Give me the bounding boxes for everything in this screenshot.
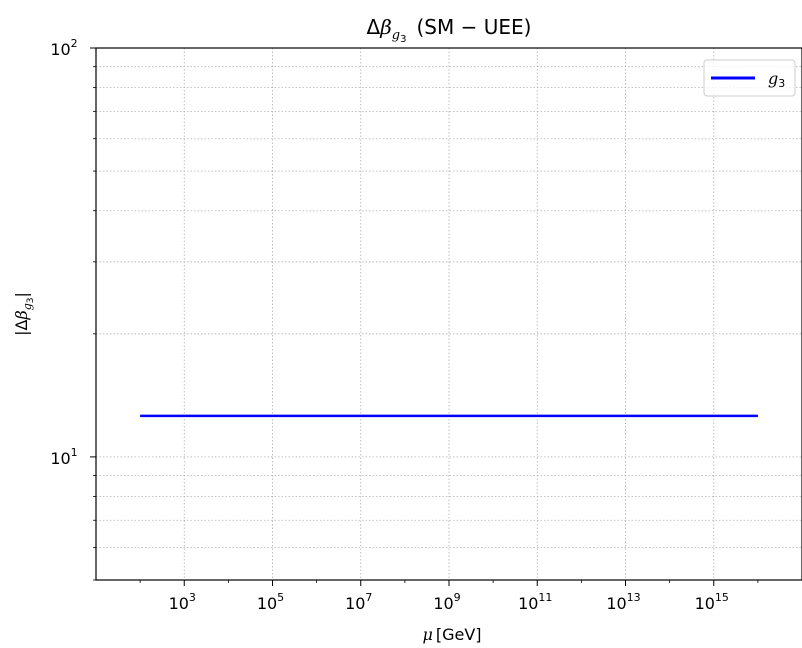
plot-frame bbox=[95, 47, 802, 581]
x-tick-label: 1013 bbox=[606, 591, 640, 613]
x-axis-label: μ [GeV] bbox=[422, 625, 481, 644]
x-tick-label: 109 bbox=[433, 591, 460, 613]
x-tick-label: 107 bbox=[345, 591, 372, 613]
chart-title: Δβg3(SM − UEE) bbox=[367, 15, 532, 45]
legend: g3 bbox=[703, 59, 796, 97]
x-tick-label: 105 bbox=[257, 591, 284, 613]
x-tick-label: 1015 bbox=[695, 591, 729, 613]
grid-lines bbox=[96, 47, 802, 581]
legend-label-g3: g3 bbox=[768, 69, 785, 90]
x-tick-label: 1011 bbox=[518, 591, 552, 613]
y-tick-label: 102 bbox=[50, 37, 77, 59]
y-axis-label: |Δβg3| bbox=[12, 292, 36, 336]
x-axis-ticks: 103 105 107 109 1011 1013 1015 bbox=[139, 580, 759, 613]
y-axis-ticks: 101 102 bbox=[50, 37, 96, 581]
y-tick-label: 101 bbox=[50, 446, 77, 468]
x-tick-label: 103 bbox=[169, 591, 196, 613]
